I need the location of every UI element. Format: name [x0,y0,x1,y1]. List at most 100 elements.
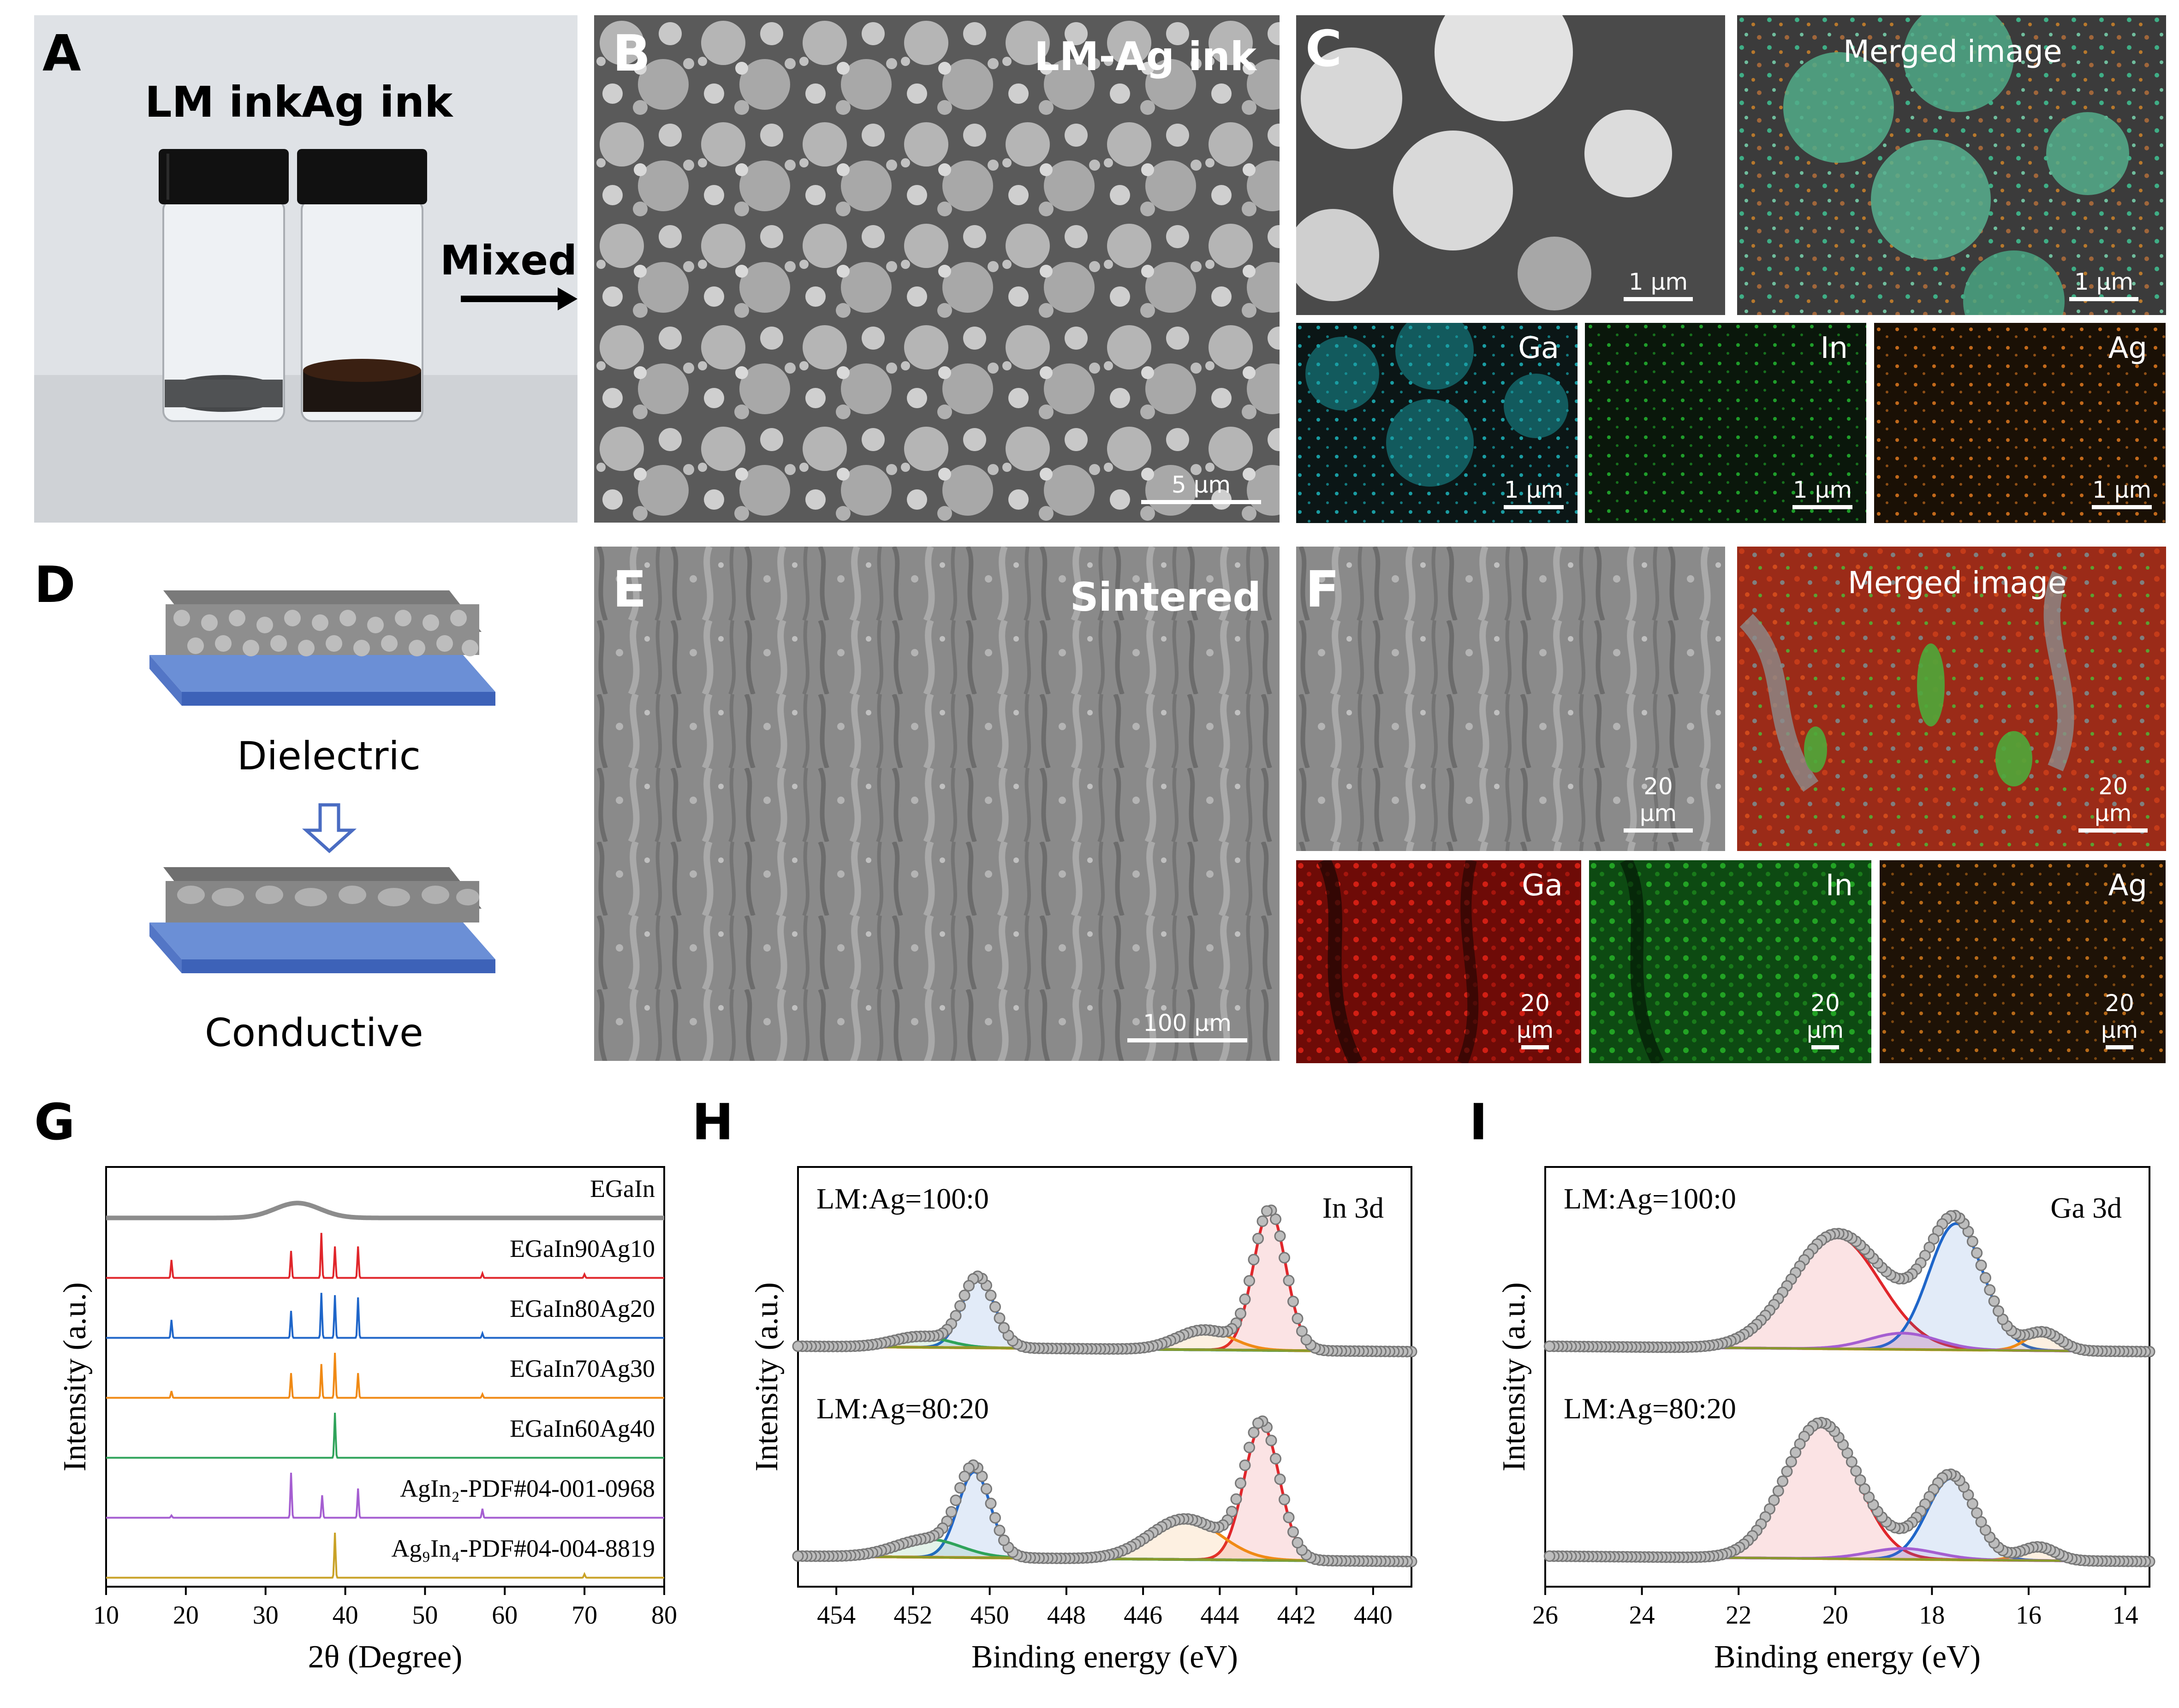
data-point [981,1483,992,1495]
mixed-label: Mixed [440,237,577,284]
x-tick-label: 448 [1047,1601,1086,1630]
data-point [1777,1475,1789,1487]
data-point [1283,1512,1295,1524]
panel-f-merged-title: Merged image [1848,565,2067,601]
data-point [1230,1493,1242,1505]
scalebar-text: 1 μm [1792,476,1852,503]
xrd-series-line [106,1412,664,1459]
data-point [1287,1526,1299,1538]
panel-e-title: Sintered [1070,574,1261,620]
fit-component-fill [798,1472,1411,1562]
scalebar-text: 1 μm [1504,476,1564,503]
eds-map-in [1589,860,1871,1063]
panel-f-map-ag: Ag 20 μm [1880,860,2166,1063]
data-point [1274,1473,1286,1485]
data-point [1781,1465,1793,1477]
plot-frame [105,1166,665,1588]
sem-lm-ag-ink [594,15,1280,523]
x-tick-label: 70 [572,1601,597,1630]
eds-map-ag [1874,323,2166,523]
element-label: Ag [2108,331,2147,365]
down-arrow-icon [302,803,357,853]
sem-sintered [594,547,1280,1061]
lm-ink-label: LM ink [145,77,302,127]
merged-eds-f [1737,547,2166,851]
fit-component-fill [1545,1333,2149,1352]
panel-a-photo: A LM ink Ag ink Mixed [34,15,577,523]
fit-component-fill [798,1336,1411,1352]
data-point [998,1534,1010,1546]
data-point [985,1289,997,1301]
series-label: LM:Ag=100:0 [1564,1182,1736,1215]
data-point [954,1300,966,1312]
series-label: AgIn₂-PDF#04-001-0968 [400,1475,655,1502]
data-point [1979,1272,1991,1284]
element-label: Ga [1518,331,1559,365]
sem-particles [1296,15,1725,315]
data-point [1966,1236,1978,1248]
element-label: In [1820,331,1848,365]
x-tick-label: 30 [253,1601,279,1630]
fit-component-line [798,1209,1411,1353]
chart-g-xrd: 10 20 30 40 50 60 70 80 2θ (Degree) Intensity (a.… [57,1166,677,1675]
chart-i-xps-ga3d: 26 24 22 20 18 16 14 Binding energy (eV) Intensi… [1496,1166,2155,1675]
series-label: LM:Ag=80:20 [1564,1392,1736,1425]
panel-f-merged: Merged image 20 μm [1737,547,2166,851]
scalebar: 1 μm [1504,476,1564,509]
x-tick-label: 40 [333,1601,358,1630]
panel-g-label: G [34,1094,75,1151]
data-point [1971,1247,1983,1259]
data-point [1988,1295,2000,1307]
ag-ink-label: Ag ink [302,77,453,127]
panel-c-map-ga: Ga 1 μm [1296,323,1578,523]
panel-f-merged-scalebar: 20 μm [2078,773,2148,833]
chart-title: In 3d [1322,1191,1384,1224]
data-point [1270,1453,1281,1465]
x-tick-label: 20 [1822,1601,1848,1630]
data-point [792,1340,804,1352]
vials-illustration [34,15,577,523]
panel-b-sem: B LM-Ag ink 5 μm [594,15,1280,523]
data-point [1850,1465,1862,1477]
data-point [1984,1284,1996,1296]
xrd-series-line [106,1232,664,1279]
fit-component-fill [798,1210,1411,1352]
scalebar: 1 μm [1792,476,1852,509]
data-point [1975,1516,1987,1528]
sintering-schematic [149,590,495,973]
series-label: EGaIn80Ag20 [510,1295,655,1322]
x-tick-label: 444 [1200,1601,1239,1630]
panel-f-scalebar: 20 μm [1624,773,1693,833]
eds-map-ga [1296,323,1578,523]
panel-e-label: E [613,561,647,619]
data-point [1239,1459,1251,1471]
scalebar: 20 μm [1788,990,1862,1049]
panel-c-map-ag: Ag 1 μm [1874,323,2166,523]
x-tick-label: 10 [93,1601,119,1630]
x-tick-label: 452 [893,1601,932,1630]
data-point [1235,1477,1246,1489]
data-point [959,1470,970,1482]
data-point [963,1280,975,1292]
x-tick-label: 440 [1354,1601,1393,1630]
x-axis-label: Binding energy (eV) [1714,1639,1981,1675]
panel-b-label: B [613,25,651,83]
x-tick-label: 24 [1629,1601,1655,1630]
data-point [1244,1275,1255,1287]
y-axis-label: Intensity (a.u.) [1496,1282,1532,1471]
data-point [1993,1305,2004,1317]
series-label: EGaIn60Ag40 [510,1415,655,1442]
data-point [989,1301,1001,1313]
fit-component-fill [1545,1423,2149,1562]
eds-map-ag [1880,860,2166,1063]
x-tick-label: 454 [817,1601,856,1630]
xrd-series-line [106,1472,664,1519]
scalebar-text: 20 μm [1639,773,1677,827]
x-tick-label: 80 [651,1601,677,1630]
scalebar: 20 μm [2083,990,2156,1049]
element-label: In [1825,869,1853,903]
panel-a-label: A [42,25,81,83]
x-tick-label: 22 [1726,1601,1751,1630]
panel-i-label: I [1469,1094,1488,1151]
data-point [1248,1427,1260,1439]
